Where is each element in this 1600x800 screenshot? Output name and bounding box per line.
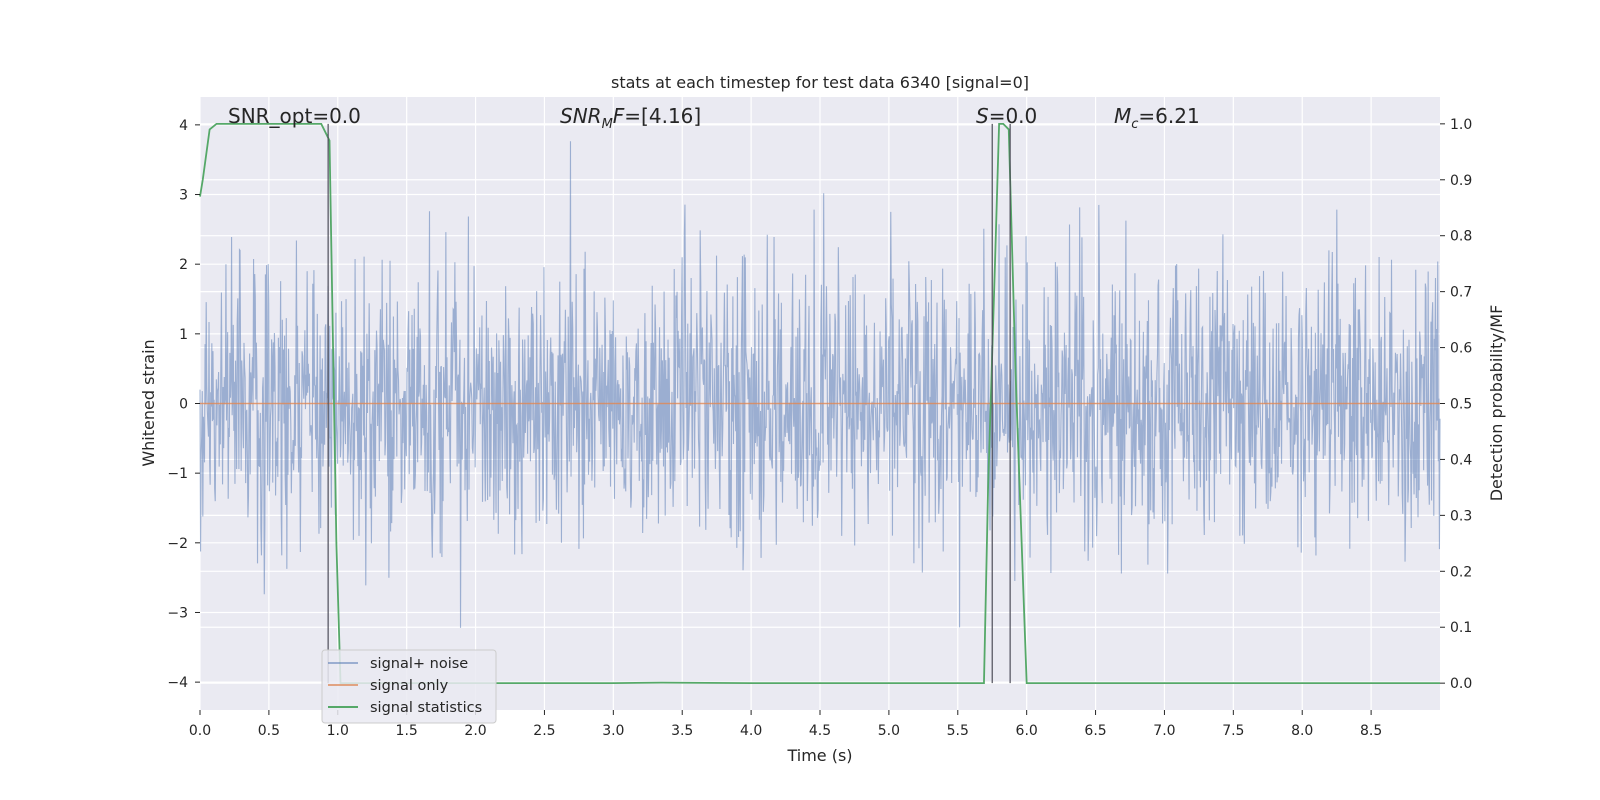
y-axis-label: Whitened strain	[139, 339, 158, 466]
x-tick-label: 4.0	[740, 723, 762, 739]
y2-tick-label: 1.0	[1450, 117, 1472, 133]
y2-tick-label: 0.1	[1450, 620, 1472, 636]
legend-label-signal: signal only	[370, 678, 449, 694]
annotation-mc: Mc=6.21	[1114, 104, 1200, 132]
y2-tick-label: 0.2	[1450, 564, 1472, 580]
chart-title: stats at each timestep for test data 634…	[611, 73, 1029, 92]
legend-box	[321, 649, 497, 724]
y2-tick-label: 0.9	[1450, 173, 1472, 189]
x-tick-label: 0.5	[258, 723, 280, 739]
x-tick-label: 6.5	[1084, 723, 1106, 739]
x-tick-label: 0.0	[189, 723, 211, 739]
x-tick-label: 8.5	[1360, 723, 1382, 739]
x-tick-label: 8.0	[1291, 723, 1313, 739]
x-tick-label: 5.5	[947, 723, 969, 739]
legend-label-statistics: signal statistics	[370, 700, 482, 716]
legend: signal+ noise signal only signal statist…	[321, 649, 497, 724]
y2-tick-label: 0.3	[1450, 508, 1472, 524]
y-tick-label: 4	[179, 118, 188, 134]
x-tick-label: 7.5	[1222, 723, 1244, 739]
y-tick-label: −4	[167, 675, 188, 691]
x-axis-label: Time (s)	[786, 746, 852, 765]
y-tick-label: −2	[167, 536, 188, 552]
x-tick-label: 5.0	[878, 723, 900, 739]
threshold-lines	[327, 123, 1011, 684]
signal-statistics-series	[199, 122, 1440, 685]
x-tick-label: 1.5	[396, 723, 418, 739]
x-tick-label: 4.5	[809, 723, 831, 739]
y-tick-label: 0	[179, 397, 188, 413]
x-tick-label: 2.0	[464, 723, 486, 739]
x-tick-label: 2.5	[533, 723, 555, 739]
y-tick-label: 3	[179, 188, 188, 204]
y2-axis-label: Detection probability/MF	[1487, 305, 1506, 502]
noise-trace	[199, 141, 1441, 628]
x-tick-label: 3.5	[671, 723, 693, 739]
x-tick-label: 7.0	[1153, 723, 1175, 739]
y2-tick-label: 0.5	[1450, 397, 1472, 413]
annotation-snr-mf: SNRMF=[4.16]	[560, 104, 701, 132]
y2-tick-label: 0.7	[1450, 285, 1472, 301]
y-tick-label: −1	[167, 466, 188, 482]
y2-tick-label: 0.4	[1450, 452, 1472, 468]
y2-tick-label: 0.8	[1450, 229, 1472, 245]
annotations: SNR_opt=0.0 SNRMF=[4.16] S=0.0 Mc=6.21	[228, 104, 1200, 132]
signal-noise-series	[199, 141, 1441, 628]
axis-ticks: 0.0 0.5 1.0 1.5 2.0 2.5 3.0 3.5 4.0 4.5 5.0 5.5 6.0 6…	[167, 117, 1472, 739]
y-tick-label: −3	[167, 605, 188, 621]
y-tick-label: 2	[179, 257, 188, 273]
legend-label-noise: signal+ noise	[370, 656, 468, 672]
x-tick-label: 1.0	[327, 723, 349, 739]
x-tick-label: 3.0	[602, 723, 624, 739]
y-tick-label: 1	[179, 327, 188, 343]
annotation-snr-opt: SNR_opt=0.0	[228, 104, 361, 128]
y2-tick-label: 0.0	[1450, 676, 1472, 692]
y2-tick-label: 0.6	[1450, 341, 1472, 357]
x-tick-label: 6.0	[1016, 723, 1038, 739]
annotation-s: S=0.0	[976, 104, 1037, 128]
